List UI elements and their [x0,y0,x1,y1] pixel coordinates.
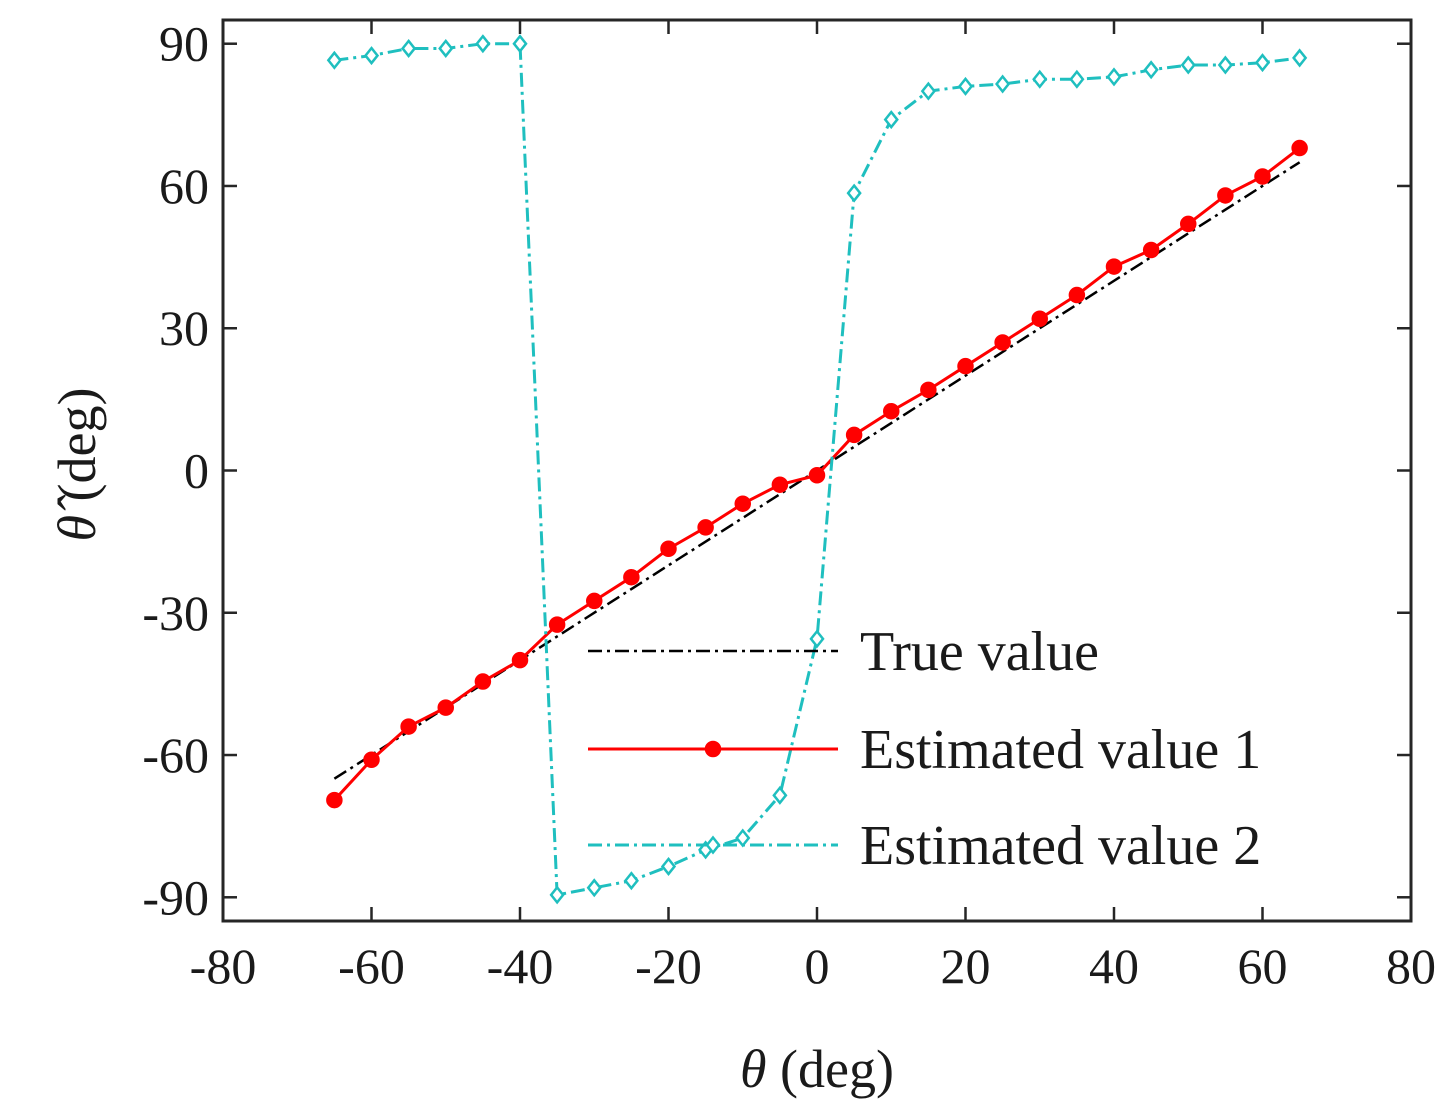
series-3-point [475,34,491,54]
series-3-point [1106,67,1122,87]
series-2-point [957,357,974,375]
series-2-point [511,651,529,669]
y-tick-label: -90 [142,869,209,925]
series-2-point [1217,187,1234,204]
series-3-point [326,50,342,70]
series-3-point [363,46,380,66]
y-tick-label: 90 [159,16,209,72]
series-3-point [660,856,677,876]
series-3-point [920,81,936,101]
legend-label-2: Estimated value 1 [860,719,1261,781]
series-3-point [957,76,974,96]
x-tick-label: 80 [1386,938,1436,994]
axis-labels: θ (deg)θ̂ (deg) [47,388,894,1099]
legend-label-1: True value [860,621,1099,683]
series-2-point [1142,241,1160,259]
legend: True value Estimated value 1 Estimated val… [588,621,1261,877]
series-3-point [772,785,788,805]
series-2-point [623,568,640,586]
series-2-point [1291,139,1308,157]
legend-marker-2 [704,740,722,758]
series-3-point [549,885,565,905]
series-2-point [1254,168,1271,185]
series-3-point [401,38,417,58]
series-3-point [735,828,751,848]
y-axis-label: θ̂ (deg) [47,388,107,542]
x-tick-label: -60 [338,938,405,994]
y-tick-label: -60 [142,727,209,783]
series-3-point [1180,55,1196,75]
series-2-point [845,426,863,444]
y-tick-label: 0 [184,443,209,499]
x-tick-label: 40 [1089,938,1139,994]
series-2-point [920,381,937,399]
series-2-point [808,466,826,484]
series-3-point [1254,53,1271,73]
series-3-point [1032,69,1048,89]
series-2-point [1068,286,1086,304]
series-2-point [1031,310,1048,328]
x-tick-label: -80 [190,938,257,994]
series-3-point [883,110,899,130]
series-2-point [1180,215,1197,233]
series-2-point [660,540,677,557]
x-axis-label: θ (deg) [740,1039,894,1099]
series-3-point [438,38,454,58]
series-3-point [809,629,825,649]
legend-marker-3 [705,835,721,855]
series [326,34,1308,905]
y-tick-label: 60 [159,158,209,214]
series-3-point [586,878,602,898]
y-axis-label-unit: (deg) [47,388,107,515]
series-3-point [623,871,639,891]
x-tick-label: 60 [1238,938,1288,994]
series-2-point [474,673,492,690]
x-tick-label: -40 [487,938,554,994]
series-3-point [1069,69,1085,89]
x-axis-label-unit: (deg) [767,1039,894,1099]
series-2-point [994,334,1011,351]
x-tick-label: 0 [805,938,830,994]
series-3-point [995,74,1011,94]
y-tick-label: -30 [142,585,209,641]
series-3-point [1292,48,1308,68]
ticks: -80 -60 -40 -20 0 20 40 60 80 -90 -60 -30 0 30 60 90 [142,16,1436,994]
legend-label-3: Estimated value 2 [860,815,1261,877]
series-2-point [548,616,566,633]
series-2-point [326,791,343,809]
series-2-point [400,718,417,735]
series-3-point [512,34,528,54]
series-2-point [363,751,380,769]
y-tick-label: 30 [159,300,209,356]
series-2-point [437,699,454,716]
x-tick-label: -20 [635,938,702,994]
series-3-point [846,183,862,203]
series-2-point [734,495,751,512]
series-2-point [586,592,603,610]
series-3-point [1217,55,1233,75]
series-2-point [697,519,714,536]
series-3-point [1143,60,1159,80]
series-2-point [1105,258,1123,275]
x-axis-label-symbol: θ [740,1039,767,1099]
series-2-point [771,476,789,493]
x-tick-label: 20 [941,938,991,994]
series-2-point [883,402,900,420]
